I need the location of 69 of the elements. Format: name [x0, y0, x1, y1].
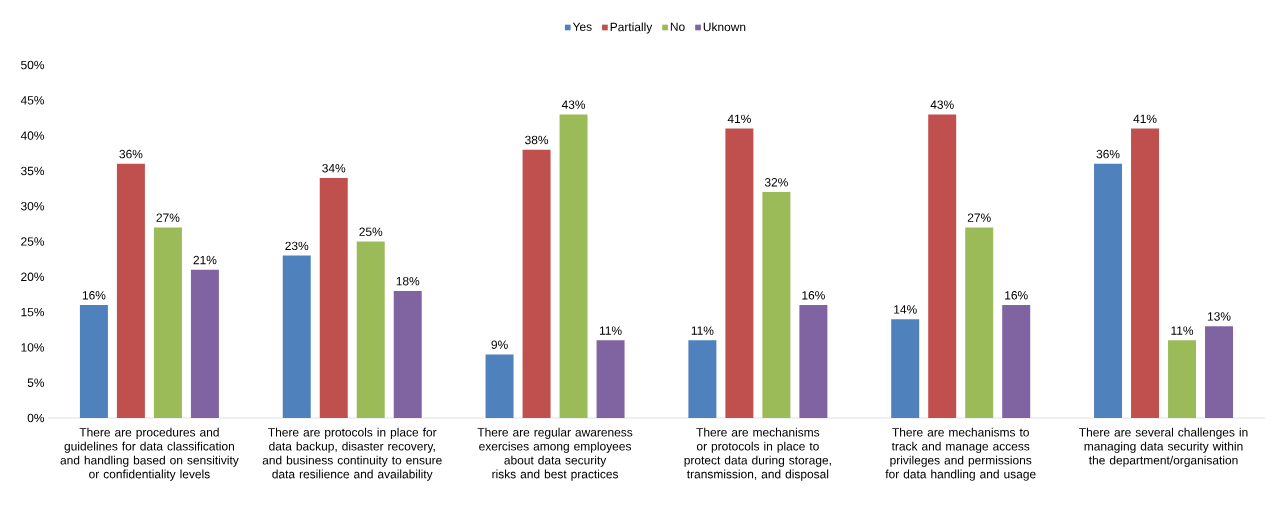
bar — [596, 340, 625, 418]
bar — [559, 114, 588, 418]
data-label: 11% — [691, 326, 714, 335]
bar — [891, 319, 920, 418]
bar — [928, 114, 957, 418]
x-tick-label: There are mechanisms or protocols in place to protect data during storage, transmission, and disposal — [684, 427, 831, 481]
legend-label: Yes — [572, 22, 592, 31]
data-label: 14% — [894, 305, 917, 314]
data-label: 27% — [967, 213, 991, 222]
y-tick-label: 45% — [20, 96, 45, 105]
data-label: 11% — [599, 326, 622, 335]
data-label: 36% — [1096, 149, 1120, 159]
bar — [116, 163, 145, 418]
y-tick-label: 25% — [21, 237, 45, 246]
data-label: 36% — [119, 149, 143, 159]
data-label: 27% — [156, 213, 180, 222]
legend-label: Uknown — [703, 22, 746, 32]
x-tick-label: There are protocols in place for data backup, disaster recovery, and business continuity to ensure data resilience and availability — [262, 427, 442, 481]
bar — [1094, 163, 1123, 418]
y-tick-label: 0% — [27, 413, 45, 423]
data-label: 16% — [82, 291, 106, 300]
data-label: 25% — [359, 227, 383, 236]
bar — [393, 290, 422, 418]
data-label: 32% — [764, 178, 788, 187]
bar — [319, 177, 348, 418]
bar — [965, 227, 994, 418]
data-label: 43% — [930, 100, 954, 109]
y-tick-label: 15% — [21, 307, 45, 317]
data-label: 16% — [802, 291, 825, 300]
x-tick-label: There are regular awareness exercises among employees about data security risks and best practices — [477, 427, 633, 481]
y-tick-label: 20% — [21, 272, 45, 282]
bar — [282, 255, 311, 418]
bar — [153, 227, 182, 418]
bar — [1168, 340, 1197, 418]
bar — [799, 305, 828, 418]
x-tick-label: There are several challenges in managing data security within the department/organisation — [1079, 427, 1248, 467]
data-label: 9% — [491, 340, 508, 349]
data-label: 16% — [1005, 291, 1028, 300]
data-label: 41% — [727, 114, 751, 124]
y-tick-label: 35% — [21, 166, 45, 176]
x-tick-label: There are procedures and guidelines for data classification and handling based on sensitivity or confidentiality levels — [60, 427, 239, 481]
y-tick-label: 50% — [21, 60, 45, 70]
bar — [356, 241, 385, 418]
bar — [79, 305, 108, 418]
data-label: 11% — [1171, 326, 1194, 335]
x-tick-label: There are mechanisms to track and manage access privileges and permissions for data handling and usage — [885, 427, 1036, 481]
y-tick-label: 30% — [21, 201, 45, 211]
data-label: 18% — [396, 276, 420, 286]
bar — [1205, 326, 1234, 418]
data-label: 13% — [1207, 312, 1231, 321]
bar — [1131, 128, 1160, 418]
bar — [762, 192, 791, 418]
y-tick-label: 40% — [20, 131, 45, 140]
legend-label: No — [670, 22, 685, 31]
bar — [725, 128, 754, 418]
data-label: 43% — [561, 100, 586, 109]
y-tick-label: 5% — [27, 378, 45, 387]
y-tick-label: 10% — [21, 343, 45, 352]
data-label: 34% — [322, 163, 346, 173]
bar — [1002, 305, 1031, 418]
legend-label: Partially — [610, 22, 653, 34]
data-label: 41% — [1133, 114, 1157, 124]
data-label: 21% — [193, 255, 217, 265]
bar — [485, 354, 514, 418]
bar — [522, 149, 551, 418]
bar — [190, 269, 219, 418]
data-label: 23% — [285, 241, 309, 251]
bar — [688, 340, 717, 418]
data-label: 38% — [525, 135, 549, 145]
